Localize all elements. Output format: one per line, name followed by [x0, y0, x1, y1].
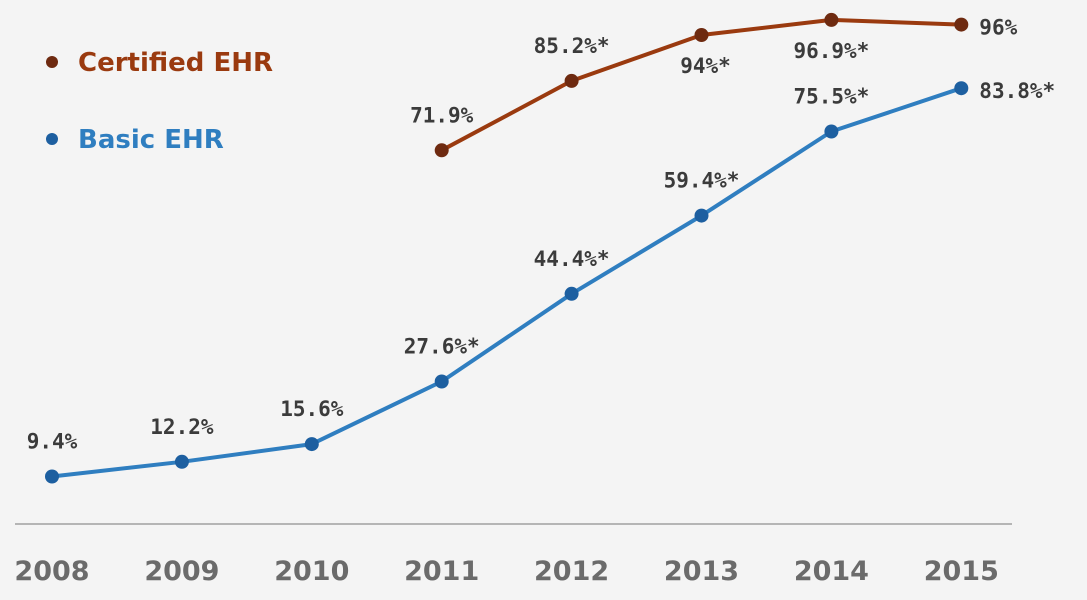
data-point-certified-ehr-2013 [694, 28, 709, 42]
data-point-basic-ehr-2009 [174, 454, 189, 469]
data-label-basic-ehr-2014: 75.5%* [793, 85, 869, 109]
data-label-basic-ehr-2015: 83.8%* [979, 79, 1055, 103]
data-label-basic-ehr-2010: 15.6% [280, 397, 344, 421]
data-point-basic-ehr-2010 [304, 437, 319, 452]
data-point-certified-ehr-2012 [564, 73, 579, 88]
data-point-certified-ehr-2011 [434, 143, 449, 158]
data-label-basic-ehr-2013: 59.4%* [664, 169, 740, 193]
data-label-basic-ehr-2012: 44.4%* [534, 247, 610, 271]
data-label-certified-ehr-2013: 94%* [680, 54, 731, 78]
data-point-basic-ehr-2011 [434, 374, 449, 389]
series-layer: 71.9% 85.2%* 94%* 96.9%* 96% 9.4% 12.2% 15.6% 27… [27, 12, 1055, 484]
data-point-basic-ehr-2012 [564, 286, 579, 301]
x-tick-label-2011: 2011 [404, 556, 479, 587]
x-axis-ticks: 2008 2009 2010 2011 2012 2013 2014 2015 [14, 556, 998, 587]
x-tick-label-2013: 2013 [664, 556, 739, 587]
x-tick-label-2012: 2012 [534, 556, 609, 587]
data-point-basic-ehr-2014 [824, 124, 839, 139]
legend-label-basic-ehr: Basic EHR [78, 125, 224, 155]
data-point-basic-ehr-2008 [45, 469, 59, 484]
data-point-certified-ehr-2014 [824, 12, 839, 27]
legend-marker-certified-ehr [46, 56, 58, 68]
data-label-basic-ehr-2009: 12.2% [150, 415, 214, 439]
data-label-basic-ehr-2011: 27.6%* [404, 335, 480, 359]
series-line-basic-ehr [51, 86, 962, 479]
data-label-certified-ehr-2012: 85.2%* [534, 34, 610, 58]
series-certified-ehr: 71.9% 85.2%* 94%* 96.9%* 96% [410, 12, 1018, 158]
data-label-certified-ehr-2014: 96.9%* [793, 39, 869, 63]
legend: Certified EHR Basic EHR [46, 48, 273, 155]
x-tick-label-2008: 2008 [14, 556, 89, 587]
x-tick-label-2015: 2015 [924, 556, 999, 587]
data-label-basic-ehr-2008: 9.4% [27, 430, 78, 454]
legend-marker-basic-ehr [46, 133, 58, 145]
data-point-basic-ehr-2015 [954, 81, 969, 96]
legend-label-certified-ehr: Certified EHR [78, 48, 273, 78]
data-label-certified-ehr-2011: 71.9% [410, 103, 474, 127]
x-tick-label-2010: 2010 [274, 556, 349, 587]
data-point-basic-ehr-2013 [694, 208, 709, 223]
x-tick-label-2014: 2014 [794, 556, 869, 587]
series-basic-ehr: 9.4% 12.2% 15.6% 27.6%* 44.4%* 59.4%* 75.5%* 83… [27, 79, 1055, 484]
data-point-certified-ehr-2015 [954, 17, 969, 32]
data-label-certified-ehr-2015: 96% [979, 16, 1017, 40]
x-tick-label-2009: 2009 [144, 556, 219, 587]
